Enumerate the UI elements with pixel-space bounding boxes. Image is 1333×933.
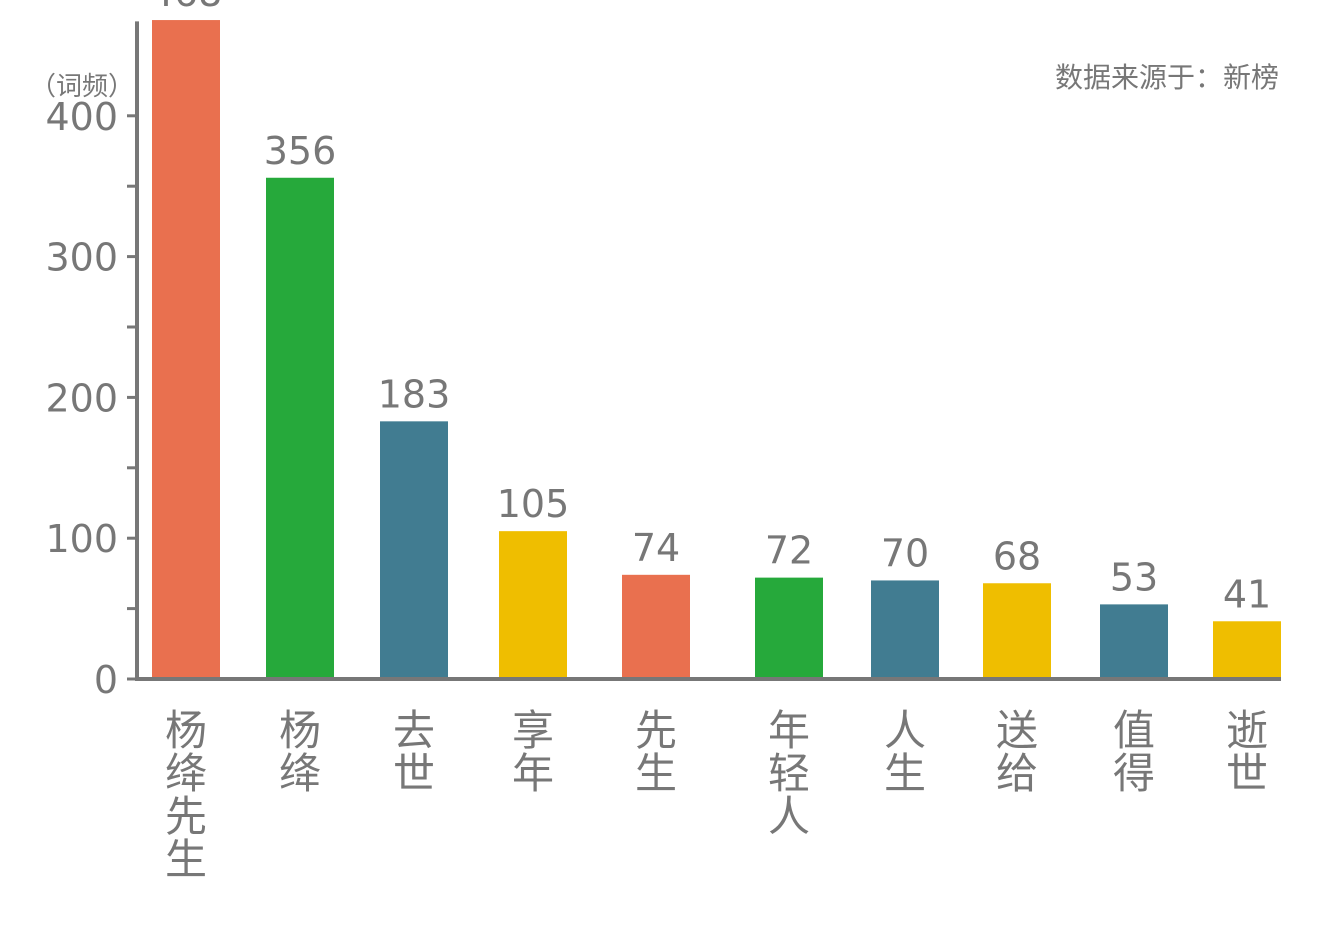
bar-value-label: 105	[497, 482, 570, 526]
x-category-label: 逝世	[1226, 706, 1268, 798]
bar	[499, 531, 567, 677]
bar-value-label: 356	[264, 129, 337, 173]
y-tick-label: 300	[45, 236, 118, 280]
y-tick-label: 0	[94, 658, 118, 702]
x-category-label: 人生	[884, 706, 926, 798]
x-category-label: 杨绛	[279, 706, 321, 798]
bar-value-label: 74	[632, 526, 680, 570]
data-source-note: 数据来源于：新榜	[1054, 61, 1279, 94]
bar-value-label: 41	[1223, 572, 1271, 616]
bar	[152, 20, 220, 677]
x-category-label: 杨绛先生	[165, 706, 207, 884]
bar	[983, 583, 1051, 677]
x-category-label: 先生	[635, 706, 677, 798]
x-category-label: 值得	[1113, 706, 1155, 798]
bar-value-label: 72	[765, 529, 813, 573]
bar-value-label: 468	[150, 0, 223, 15]
x-category-label: 年轻人	[768, 706, 810, 841]
y-tick-label: 200	[45, 376, 118, 420]
bar	[1213, 621, 1281, 677]
bar-value-label: 68	[993, 534, 1041, 578]
bar-value-label: 183	[378, 372, 451, 416]
bar	[380, 421, 448, 677]
x-category-label: 送给	[996, 706, 1038, 798]
bar	[871, 580, 939, 677]
bar	[1100, 604, 1168, 677]
y-tick-label: 400	[45, 95, 118, 139]
bar-value-label: 53	[1110, 555, 1158, 599]
y-tick-label: 100	[45, 517, 118, 561]
bar	[755, 577, 823, 677]
bar-value-label: 70	[881, 531, 929, 575]
x-category-label: 享年	[512, 706, 554, 798]
y-axis-unit-label: （词频）	[30, 72, 135, 102]
x-category-label: 去世	[393, 706, 435, 798]
bar	[266, 177, 334, 677]
bar	[622, 574, 690, 677]
